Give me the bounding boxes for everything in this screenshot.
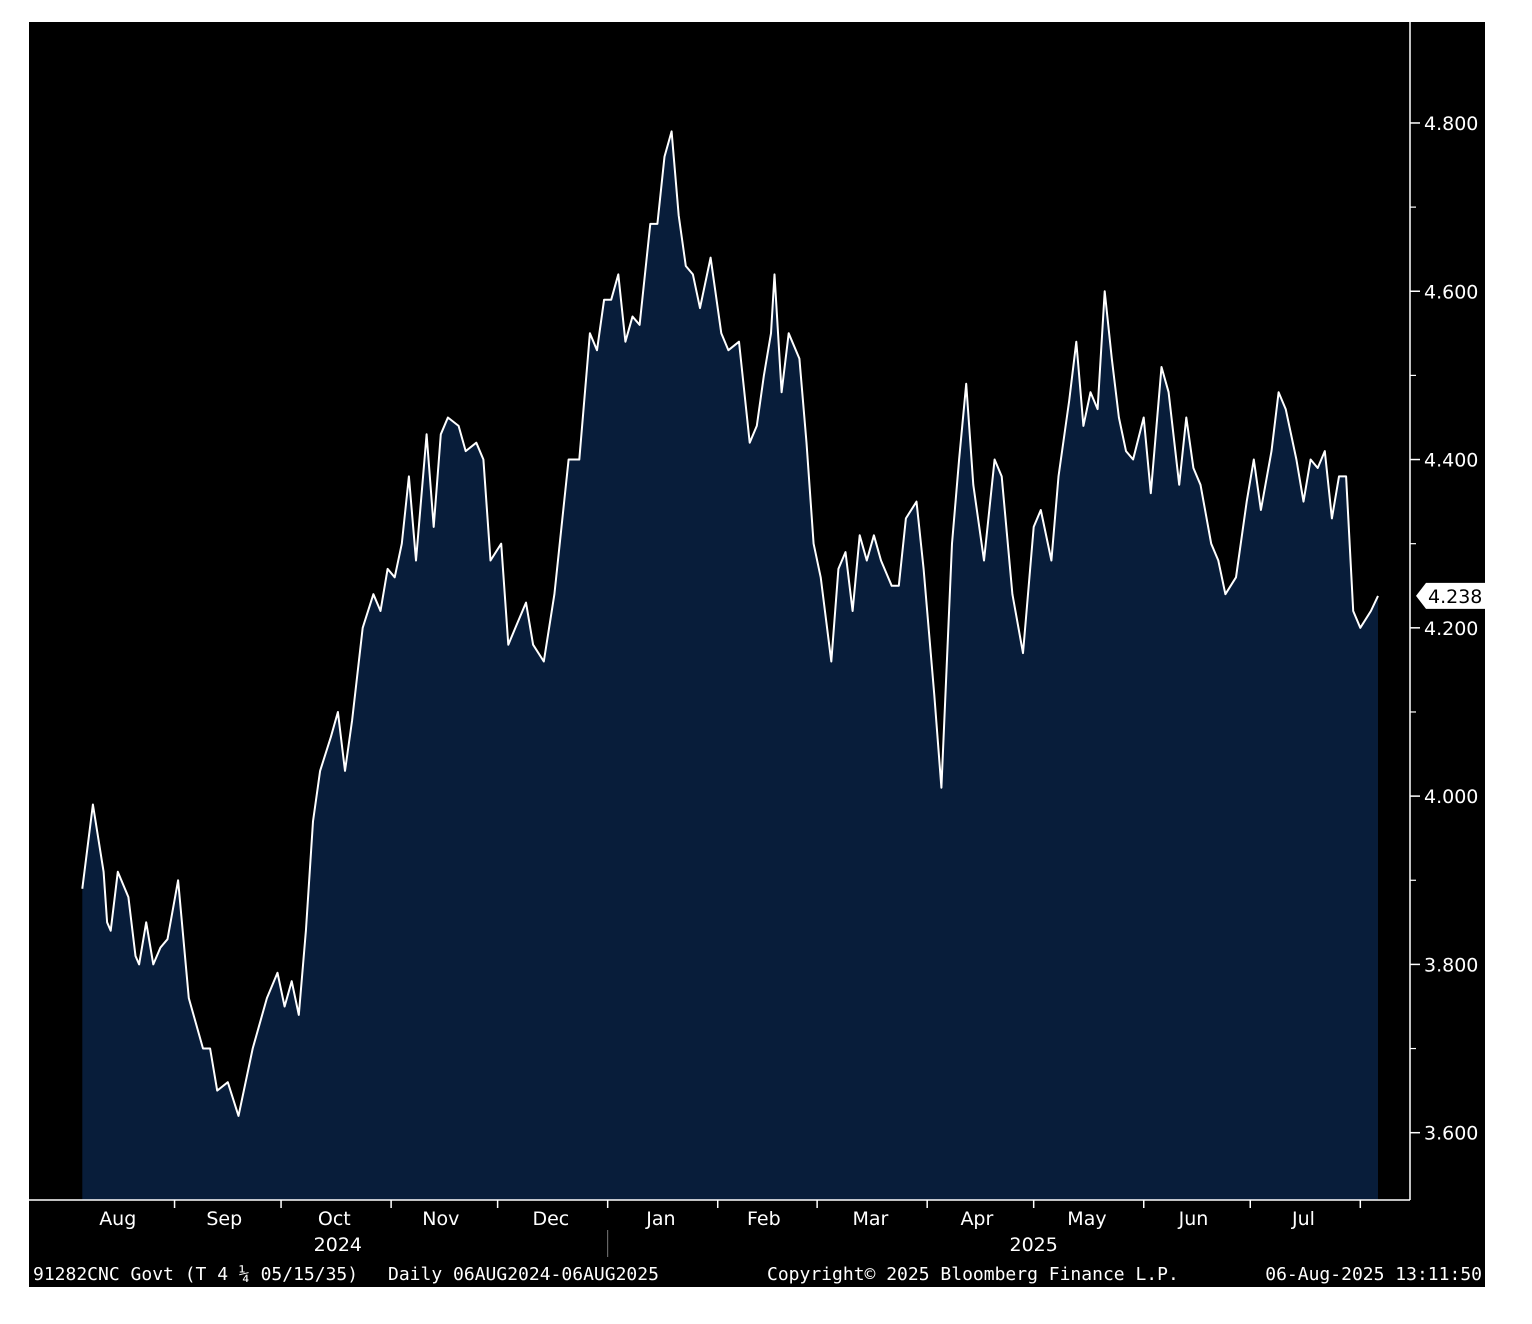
y-tick-label: 4.600	[1424, 281, 1478, 303]
x-tick-label: Apr	[960, 1208, 993, 1230]
x-axis: Aug Sep Oct Nov Dec Jan Feb Mar Apr May Jun Jul 2024…	[99, 1200, 1362, 1256]
x-tick-label: Nov	[422, 1208, 459, 1230]
last-value-label: 4.238	[1428, 586, 1482, 608]
footer-security: 91282CNC Govt (T 4 ¼ 05/15/35)	[33, 1264, 358, 1285]
y-tick-label: 4.400	[1424, 450, 1478, 472]
y-tick-label: 3.600	[1424, 1123, 1478, 1145]
x-tick-label: Sep	[206, 1208, 242, 1230]
x-tick-label: Jan	[645, 1208, 675, 1230]
yield-area-fill	[82, 131, 1378, 1200]
y-tick-label: 4.800	[1424, 113, 1478, 135]
x-tick-label: Feb	[747, 1208, 781, 1230]
y-tick-label: 4.200	[1424, 618, 1478, 640]
footer-copyright: Copyright© 2025 Bloomberg Finance L.P.	[767, 1264, 1179, 1285]
yield-series-line	[81, 130, 1379, 1117]
x-tick-label: May	[1067, 1208, 1106, 1230]
footer-range: Daily 06AUG2024-06AUG2025	[388, 1264, 659, 1285]
last-value-badge-shape	[1416, 582, 1491, 609]
last-value-badge: 4.238	[1416, 582, 1491, 609]
x-tick-label: Jun	[1178, 1208, 1209, 1230]
x-tick-label: Aug	[99, 1208, 136, 1230]
y-tick-label: 3.800	[1424, 954, 1478, 976]
x-year-label: 2025	[1010, 1234, 1058, 1256]
x-tick-label: Mar	[852, 1208, 888, 1230]
x-tick-label: Jul	[1291, 1208, 1315, 1230]
y-tick-label: 4.000	[1424, 786, 1478, 808]
footer-timestamp: 06-Aug-2025 13:11:50	[1265, 1264, 1482, 1285]
x-year-label: 2024	[314, 1234, 362, 1256]
x-tick-label: Oct	[318, 1208, 351, 1230]
footer: 91282CNC Govt (T 4 ¼ 05/15/35) Daily 06A…	[33, 1264, 1482, 1285]
y-axis: 3.600 3.800 4.000 4.200 4.400 4.600 4.800	[1410, 113, 1478, 1145]
x-tick-label: Dec	[532, 1208, 569, 1230]
